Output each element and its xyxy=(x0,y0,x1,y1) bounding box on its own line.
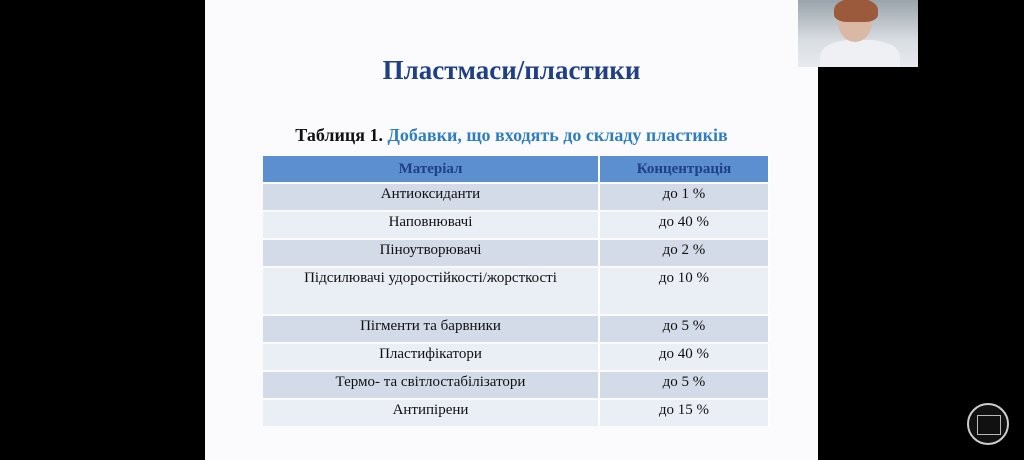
cell-concentration: до 2 % xyxy=(600,240,770,266)
cell-concentration: до 5 % xyxy=(600,372,770,398)
header-concentration: Концентрація xyxy=(600,156,770,182)
table-row: Антиоксиданти до 1 % xyxy=(263,184,770,210)
slide-title: Пластмаси/пластики xyxy=(382,55,641,85)
cell-material: Антиоксиданти xyxy=(263,184,600,210)
participant-video-icon[interactable] xyxy=(798,0,918,67)
caption-text: Добавки, що входять до складу пластиків xyxy=(387,125,728,145)
table-row: Термо- та світлостабілізатори до 5 % xyxy=(263,372,770,398)
header-material: Матеріал xyxy=(263,156,600,182)
participant-hair xyxy=(834,0,878,22)
university-seal-icon xyxy=(967,403,1009,445)
cell-concentration: до 1 % xyxy=(600,184,770,210)
cell-concentration: до 15 % xyxy=(600,400,770,426)
cell-material: Піноутворювачі xyxy=(263,240,600,266)
table-row: Пігменти та барвники до 5 % xyxy=(263,316,770,342)
table-row: Підсилювачі удоростійкості/жорсткості до … xyxy=(263,268,770,314)
cell-material: Пігменти та барвники xyxy=(263,316,600,342)
additives-table: Матеріал Концентрація Антиоксиданти до 1 … xyxy=(263,154,770,428)
cell-material: Підсилювачі удоростійкості/жорсткості xyxy=(263,268,600,314)
table-header-row: Матеріал Концентрація xyxy=(263,156,770,182)
cell-concentration: до 10 % xyxy=(600,268,770,314)
presentation-slide: Пластмаси/пластики Таблиця 1. Добавки, щ… xyxy=(205,0,818,460)
cell-concentration: до 40 % xyxy=(600,212,770,238)
participant-body xyxy=(820,40,900,67)
table-row: Піноутворювачі до 2 % xyxy=(263,240,770,266)
cell-material: Антипірени xyxy=(263,400,600,426)
cell-material: Термо- та світлостабілізатори xyxy=(263,372,600,398)
cell-concentration: до 5 % xyxy=(600,316,770,342)
caption-prefix: Таблиця 1. xyxy=(295,125,383,145)
cell-material: Наповнювачі xyxy=(263,212,600,238)
cell-material: Пластифікатори xyxy=(263,344,600,370)
table-row: Наповнювачі до 40 % xyxy=(263,212,770,238)
cell-concentration: до 40 % xyxy=(600,344,770,370)
table-row: Антипірени до 15 % xyxy=(263,400,770,426)
table-row: Пластифікатори до 40 % xyxy=(263,344,770,370)
table-caption: Таблиця 1. Добавки, що входять до складу… xyxy=(205,125,818,146)
